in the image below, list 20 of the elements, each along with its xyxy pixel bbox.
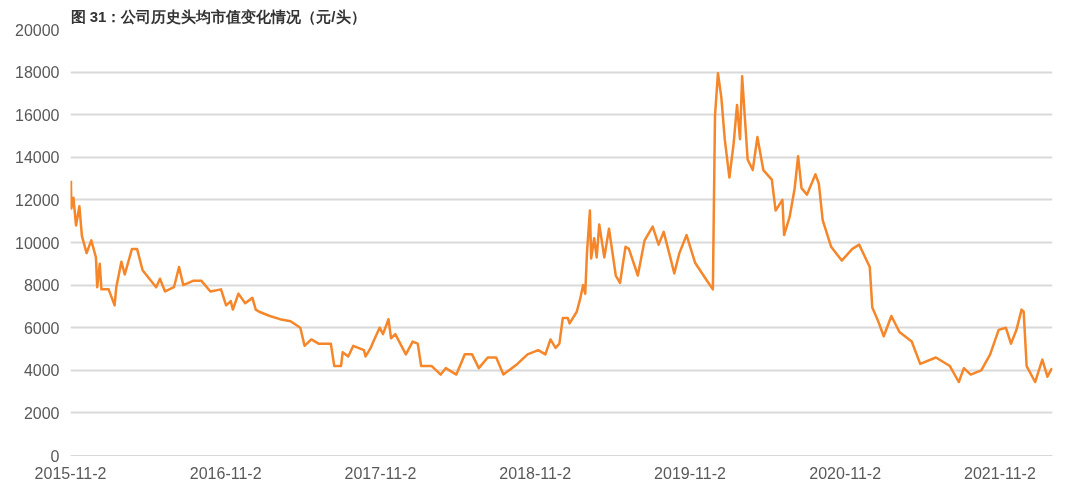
x-tick-label: 2016-11-2 — [189, 464, 262, 482]
y-tick-label: 10000 — [15, 234, 60, 252]
y-tick-label: 6000 — [23, 319, 60, 337]
y-tick-label: 4000 — [23, 362, 60, 380]
y-tick-label: 0 — [50, 447, 60, 465]
y-tick-label: 18000 — [15, 64, 60, 82]
x-tick-label: 2018-11-2 — [499, 464, 572, 482]
line-series — [70, 71, 1053, 384]
y-tick-label: 12000 — [15, 191, 60, 209]
x-tick-label: 2020-11-2 — [809, 464, 882, 482]
x-tick-label: 2021-11-2 — [964, 464, 1036, 482]
chart-title: 图 31：公司历史头均市值变化情况（元/头） — [70, 7, 366, 25]
y-tick-label: 8000 — [23, 277, 60, 295]
y-tick-label: 20000 — [15, 21, 60, 39]
y-tick-label: 2000 — [23, 404, 60, 422]
x-tick-label: 2017-11-2 — [344, 464, 417, 482]
y-tick-label: 14000 — [15, 149, 60, 167]
y-tick-label: 16000 — [15, 106, 60, 124]
x-tick-label: 2015-11-2 — [34, 464, 107, 482]
x-tick-label: 2019-11-2 — [654, 464, 726, 482]
